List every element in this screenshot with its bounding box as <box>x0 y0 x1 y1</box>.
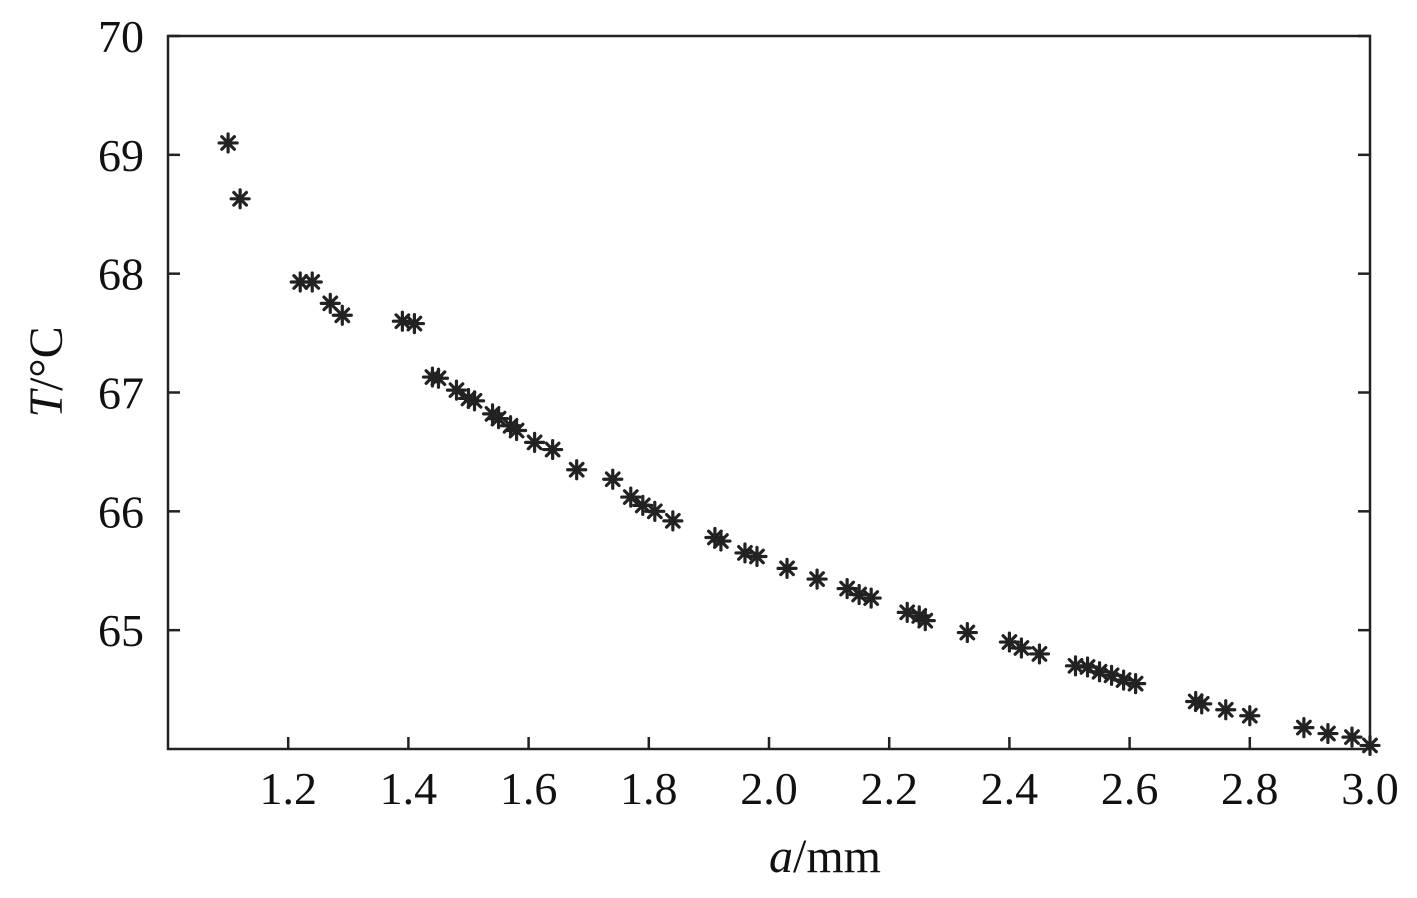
x-tick-label: 2.6 <box>1101 763 1159 814</box>
data-point <box>848 583 870 606</box>
data-point <box>217 132 239 154</box>
data-point <box>806 568 828 590</box>
y-axis-title: T/°C <box>20 326 73 417</box>
x-tick-label: 3.0 <box>1341 763 1399 814</box>
data-point <box>776 557 798 579</box>
data-series <box>217 132 1381 757</box>
x-tick-label: 1.4 <box>380 763 438 814</box>
x-tick-label: 2.0 <box>740 763 798 814</box>
data-point <box>644 500 666 522</box>
data-point <box>914 610 936 632</box>
x-tick-label: 2.2 <box>860 763 918 814</box>
data-point <box>301 271 323 293</box>
data-point <box>1239 705 1261 727</box>
data-point <box>1028 643 1051 665</box>
data-point <box>403 312 426 335</box>
data-point <box>836 577 858 600</box>
data-point <box>542 438 564 461</box>
y-tick-label: 67 <box>98 368 144 419</box>
data-point <box>505 419 528 442</box>
y-tick-label: 69 <box>98 130 144 181</box>
data-point <box>746 545 768 568</box>
data-point <box>463 390 486 412</box>
data-point <box>1215 699 1237 721</box>
x-tick-label: 2.8 <box>1221 763 1279 814</box>
data-point <box>1293 717 1315 739</box>
data-point <box>1088 661 1111 683</box>
data-point <box>1317 722 1339 745</box>
x-tick-label: 2.4 <box>981 763 1039 814</box>
data-point <box>319 292 341 314</box>
x-axis: 1.2 1.4 1.6 1.8 2.0 2.2 2.4 2.6 2.8 3.0 <box>259 737 1399 814</box>
x-axis-title: a/mm <box>769 830 881 883</box>
data-point <box>566 459 588 481</box>
data-point <box>427 367 450 389</box>
data-point <box>1191 693 1213 715</box>
x-tick-label: 1.8 <box>620 763 678 814</box>
data-point <box>860 587 882 609</box>
data-point <box>229 188 251 210</box>
plot-frame <box>166 34 1372 751</box>
y-tick-label: 66 <box>98 486 144 537</box>
data-point <box>710 530 732 552</box>
y-axis: 65 66 67 68 69 70 <box>98 11 1370 656</box>
data-point <box>1010 637 1033 659</box>
x-tick-label: 1.2 <box>259 763 317 814</box>
data-point <box>524 431 546 454</box>
y-tick-label: 68 <box>98 249 144 300</box>
y-tick-label: 70 <box>98 11 144 62</box>
y-tick-label: 65 <box>98 605 144 656</box>
data-point <box>1125 673 1147 695</box>
data-point <box>602 468 624 490</box>
data-point <box>331 304 353 326</box>
data-point <box>620 486 642 508</box>
data-point <box>1359 734 1381 757</box>
data-point <box>1341 726 1363 748</box>
data-point <box>956 621 978 644</box>
data-point <box>445 379 468 401</box>
data-point <box>662 510 684 532</box>
x-tick-label: 1.6 <box>500 763 558 814</box>
